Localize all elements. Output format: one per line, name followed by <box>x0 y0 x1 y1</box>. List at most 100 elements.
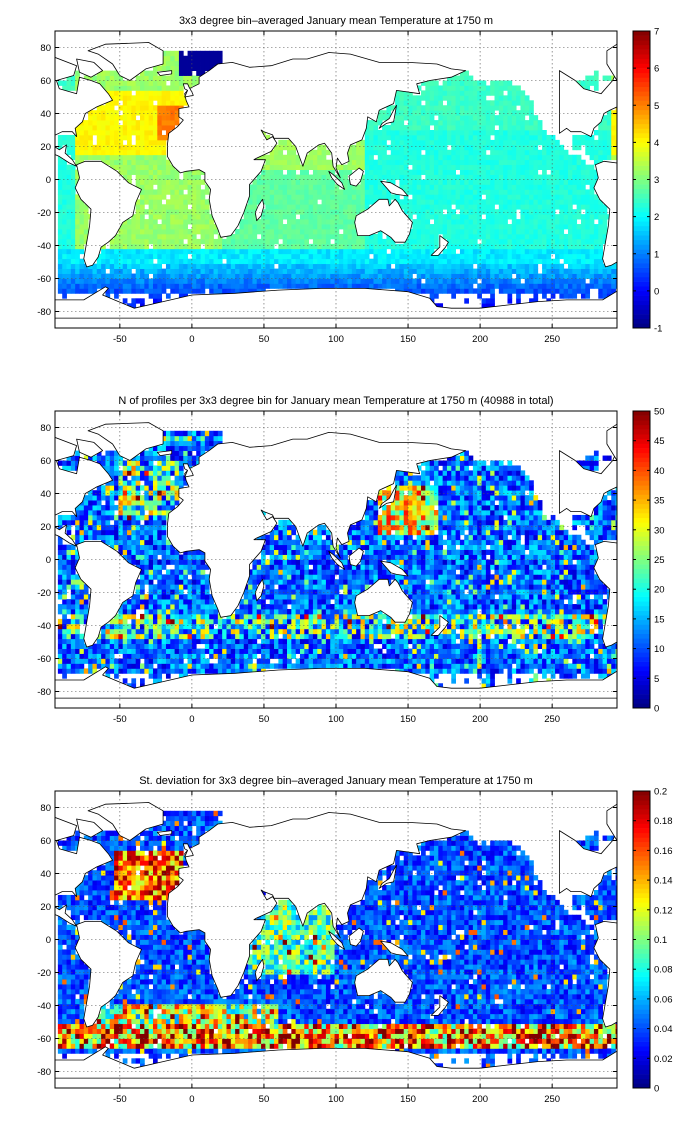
heatmap-cell <box>451 139 456 146</box>
heatmap-cell <box>399 169 405 175</box>
heatmap-cell <box>308 189 314 195</box>
heatmap-cell <box>109 455 115 461</box>
heatmap-cell <box>412 204 418 210</box>
heatmap-cell <box>498 189 504 195</box>
heatmap-cell <box>347 229 353 235</box>
heatmap-cell <box>416 125 422 131</box>
heatmap-cell <box>122 253 128 260</box>
heatmap-cell <box>274 258 279 265</box>
heatmap-cell <box>118 500 124 506</box>
heatmap-cell <box>304 169 310 175</box>
heatmap-cell <box>524 189 530 195</box>
heatmap-cell <box>96 514 102 521</box>
heatmap-cell <box>520 248 526 255</box>
heatmap-cell <box>140 75 145 81</box>
heatmap-cell <box>516 204 521 210</box>
heatmap-cell <box>79 233 85 240</box>
heatmap-cell <box>118 510 124 516</box>
heatmap-cell <box>79 278 85 284</box>
heatmap-cell <box>114 273 119 279</box>
heatmap-cell <box>88 149 93 156</box>
heatmap-cell <box>269 268 275 274</box>
heatmap-cell <box>127 233 132 240</box>
heatmap-cell <box>438 258 444 265</box>
heatmap-cell <box>602 278 608 284</box>
heatmap-cell <box>105 519 111 526</box>
heatmap-cell <box>75 604 80 610</box>
heatmap-cell <box>464 139 469 146</box>
heatmap-cell <box>88 510 93 516</box>
heatmap-cell <box>425 214 431 220</box>
heatmap-cell <box>464 229 469 235</box>
heatmap-cell <box>369 149 374 156</box>
heatmap-cell <box>222 288 227 294</box>
heatmap-cell <box>472 273 478 279</box>
heatmap-cell <box>459 273 465 279</box>
heatmap-cell <box>524 214 530 220</box>
heatmap-cell <box>516 258 521 265</box>
heatmap-cell <box>533 189 539 195</box>
heatmap-cell <box>386 130 392 136</box>
heatmap-cell <box>144 199 150 205</box>
heatmap-cell <box>308 258 314 265</box>
heatmap-cell <box>334 199 340 205</box>
heatmap-cell <box>485 253 491 260</box>
heatmap-cell <box>96 70 102 76</box>
heatmap-cell <box>83 519 89 526</box>
heatmap-cell <box>144 623 150 630</box>
heatmap-cell <box>299 194 305 200</box>
heatmap-cell <box>533 253 539 260</box>
heatmap-cell <box>416 85 422 91</box>
heatmap-cell <box>183 293 188 299</box>
heatmap-cell <box>109 524 115 531</box>
heatmap-cell <box>105 100 111 106</box>
heatmap-cell <box>520 149 526 156</box>
heatmap-cell <box>572 199 578 205</box>
heatmap-cell <box>148 283 154 289</box>
heatmap-cell <box>131 224 137 230</box>
heatmap-cell <box>490 189 495 195</box>
heatmap-cell <box>165 184 171 190</box>
heatmap-cell <box>576 159 582 166</box>
heatmap-cell <box>140 594 145 600</box>
heatmap-cell <box>114 495 119 501</box>
heatmap-cell <box>481 248 487 255</box>
heatmap-cell <box>152 539 158 546</box>
heatmap-cell <box>472 219 478 225</box>
heatmap-cell <box>204 243 210 250</box>
heatmap-cell <box>291 149 297 156</box>
heatmap-cell <box>75 253 80 260</box>
heatmap-cell <box>602 219 608 225</box>
heatmap-cell <box>57 164 63 170</box>
heatmap-cell <box>485 194 491 200</box>
heatmap-cell <box>161 134 167 141</box>
heatmap-cell <box>568 288 573 294</box>
heatmap-cell <box>135 224 141 230</box>
heatmap-cell <box>576 174 582 180</box>
heatmap-cell <box>464 204 469 210</box>
heatmap-cell <box>425 144 431 151</box>
heatmap-cell <box>265 224 271 230</box>
heatmap-cell <box>347 219 353 225</box>
heatmap-cell <box>239 219 245 225</box>
heatmap-cell <box>559 194 565 200</box>
heatmap-cell <box>360 154 366 161</box>
heatmap-cell <box>265 154 271 161</box>
heatmap-cell <box>230 233 236 240</box>
heatmap-cell <box>140 189 145 195</box>
heatmap-cell <box>377 253 383 260</box>
heatmap-cell <box>287 144 292 151</box>
heatmap-cell <box>140 495 145 501</box>
heatmap-cell <box>481 278 487 284</box>
heatmap-cell <box>183 75 188 81</box>
heatmap-cell <box>416 159 422 166</box>
heatmap-cell <box>70 258 76 265</box>
heatmap-cell <box>529 110 534 116</box>
heatmap-cell <box>122 268 128 274</box>
heatmap-cell <box>148 139 154 146</box>
heatmap-cell <box>183 80 188 86</box>
heatmap-cell <box>390 258 396 265</box>
heatmap-cell <box>334 174 340 180</box>
heatmap-cell <box>408 154 413 161</box>
heatmap-cell <box>144 658 150 664</box>
